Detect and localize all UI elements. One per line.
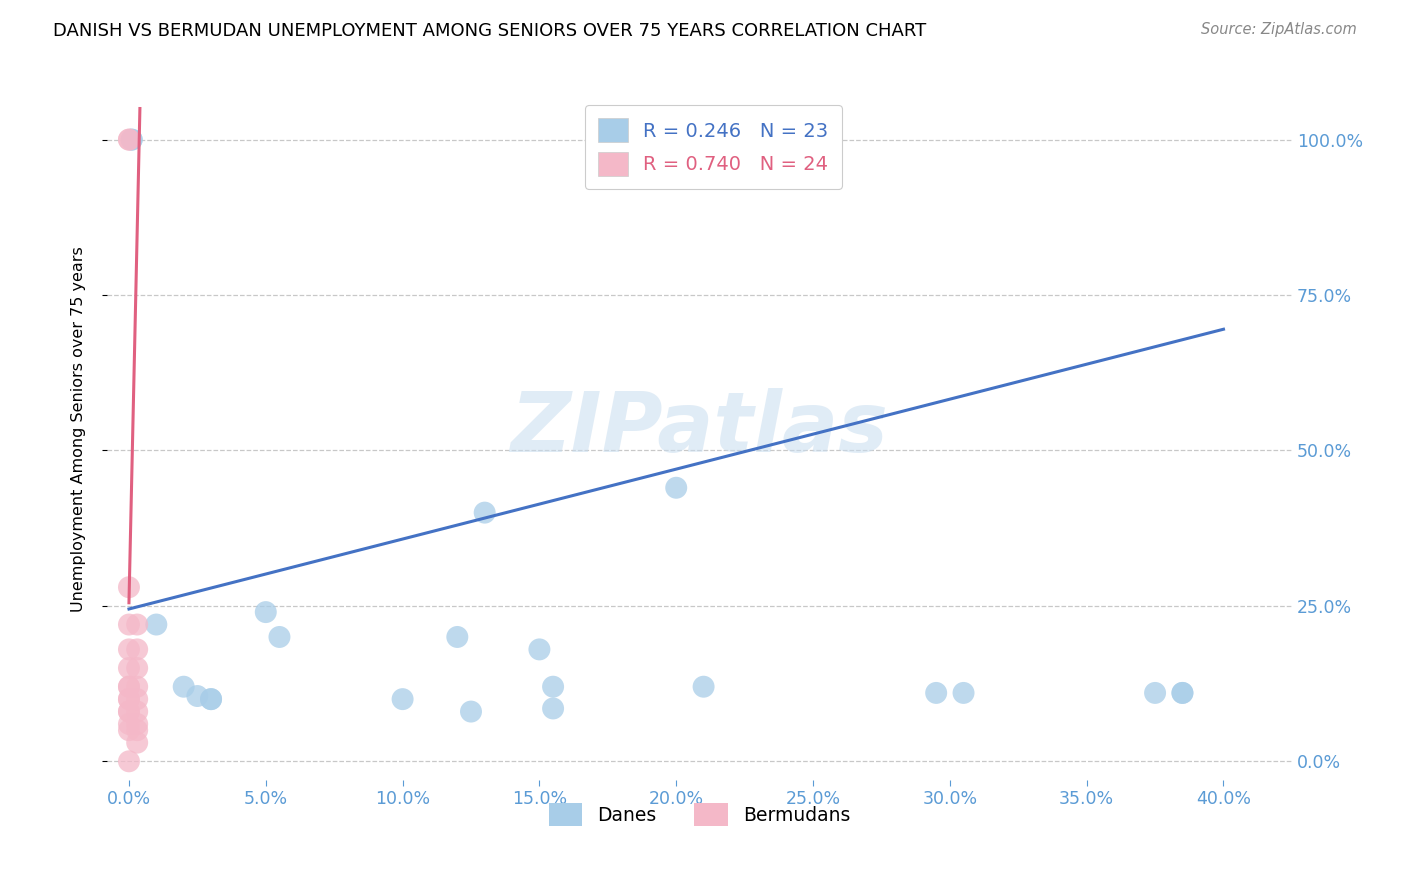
Point [692, 680, 714, 694]
Point [127, 723, 149, 738]
Point [925, 686, 948, 700]
Y-axis label: Unemployment Among Seniors over 75 years: Unemployment Among Seniors over 75 years [72, 246, 86, 612]
Point [460, 705, 482, 719]
Point [529, 642, 551, 657]
Legend: Danes, Bermudans: Danes, Bermudans [541, 796, 858, 834]
Point [127, 736, 149, 750]
Point [118, 717, 141, 731]
Point [118, 680, 141, 694]
Text: DANISH VS BERMUDAN UNEMPLOYMENT AMONG SENIORS OVER 75 YEARS CORRELATION CHART: DANISH VS BERMUDAN UNEMPLOYMENT AMONG SE… [53, 22, 927, 40]
Point [118, 617, 141, 632]
Point [200, 692, 222, 706]
Point [665, 481, 688, 495]
Point [118, 580, 141, 594]
Point [186, 689, 208, 703]
Point [118, 642, 141, 657]
Point [391, 692, 413, 706]
Point [118, 133, 141, 147]
Point [118, 133, 141, 147]
Point [200, 692, 222, 706]
Point [118, 692, 141, 706]
Point [127, 617, 149, 632]
Point [474, 506, 496, 520]
Point [118, 754, 141, 768]
Text: ZIPatlas: ZIPatlas [510, 388, 889, 469]
Point [1171, 686, 1194, 700]
Point [1171, 686, 1194, 700]
Point [127, 661, 149, 675]
Point [269, 630, 291, 644]
Point [127, 717, 149, 731]
Point [118, 705, 141, 719]
Point [127, 642, 149, 657]
Point [127, 680, 149, 694]
Point [118, 705, 141, 719]
Point [121, 133, 143, 147]
Point [118, 723, 141, 738]
Point [446, 630, 468, 644]
Point [127, 705, 149, 719]
Point [541, 701, 564, 715]
Point [173, 680, 195, 694]
Point [1144, 686, 1167, 700]
Text: Source: ZipAtlas.com: Source: ZipAtlas.com [1201, 22, 1357, 37]
Point [254, 605, 277, 619]
Point [127, 692, 149, 706]
Point [541, 680, 564, 694]
Point [121, 133, 143, 147]
Point [952, 686, 974, 700]
Point [118, 680, 141, 694]
Point [118, 661, 141, 675]
Point [118, 692, 141, 706]
Point [145, 617, 167, 632]
